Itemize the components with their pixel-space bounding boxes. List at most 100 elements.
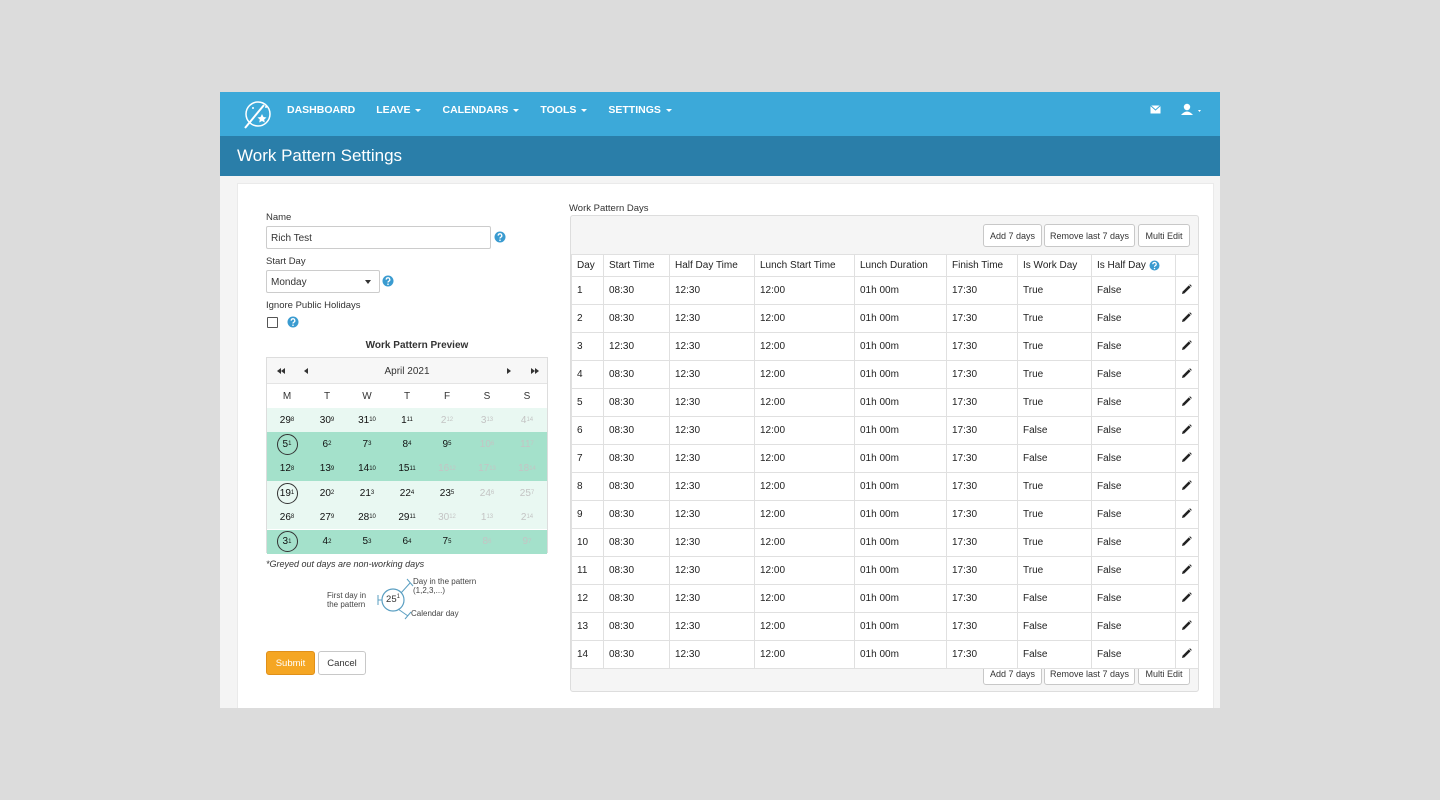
help-icon[interactable] <box>287 316 299 328</box>
calendar-day[interactable]: 3 13 <box>467 408 507 432</box>
calendar-day[interactable]: 14 10 <box>347 457 387 481</box>
submit-button[interactable]: Submit <box>266 651 315 675</box>
calendar-day[interactable]: 10 6 <box>467 432 507 456</box>
nav-item[interactable]: CALENDARS <box>442 104 520 116</box>
pattern-day-row: 3 12:30 12:30 12:00 01h 00m 17:30 True False <box>571 332 1199 361</box>
calendar-day[interactable]: 31 10 <box>347 408 387 432</box>
calendar-day-number: 1 <box>401 414 407 426</box>
calendar-day[interactable]: 1 11 <box>387 408 427 432</box>
nav-item[interactable]: DASHBOARD <box>287 104 355 116</box>
pattern-day-number: 5 <box>448 538 452 545</box>
calendar-day[interactable]: 21 3 <box>347 481 387 505</box>
nav-item[interactable]: LEAVE <box>376 104 422 116</box>
calendar-day[interactable]: 25 7 <box>507 481 547 505</box>
logo[interactable] <box>242 97 274 131</box>
calendar-day[interactable]: 11 7 <box>507 432 547 456</box>
table-cell: 01h 00m <box>854 276 947 305</box>
toolbar-button[interactable]: Remove last 7 days <box>1044 224 1135 247</box>
calendar-day[interactable]: 29 8 <box>267 408 307 432</box>
toolbar-button[interactable]: Add 7 days <box>983 224 1042 247</box>
calendar-day[interactable]: 16 12 <box>427 457 467 481</box>
user-menu[interactable] <box>1181 103 1205 117</box>
pattern-days-table: Day Start Time Half Day Time Lunch Start Ti… <box>571 254 1199 669</box>
calendar-day[interactable]: 13 9 <box>307 457 347 481</box>
start-day-select[interactable]: Monday <box>266 270 380 293</box>
edit-icon[interactable] <box>1181 563 1192 575</box>
calendar-day[interactable]: 30 9 <box>307 408 347 432</box>
edit-icon[interactable] <box>1181 311 1192 323</box>
dropdown-caret <box>513 108 520 112</box>
calendar-day[interactable]: 24 6 <box>467 481 507 505</box>
calendar-day-number: 30 <box>438 511 450 523</box>
calendar-nav-double[interactable] <box>531 368 540 374</box>
table-cell: 17:30 <box>946 416 1018 445</box>
help-icon[interactable] <box>382 275 394 287</box>
name-input[interactable]: Rich Test <box>266 226 491 249</box>
calendar-day[interactable]: 15 11 <box>387 457 427 481</box>
calendar-nav[interactable] <box>304 368 313 374</box>
edit-icon[interactable] <box>1181 423 1192 435</box>
edit-icon[interactable] <box>1181 619 1192 631</box>
pattern-day-number: 3 <box>368 441 372 448</box>
calendar-day[interactable]: 18 14 <box>507 457 547 481</box>
edit-icon[interactable] <box>1181 339 1192 351</box>
help-icon[interactable] <box>1149 260 1160 271</box>
calendar-day[interactable]: 1 13 <box>467 505 507 529</box>
help-icon[interactable] <box>494 231 506 243</box>
calendar-nav-double[interactable] <box>277 368 286 374</box>
calendar-day[interactable]: 29 11 <box>387 505 427 529</box>
calendar-day-number: 8 <box>482 536 489 548</box>
column-header: Finish Time <box>946 254 1018 277</box>
calendar-day[interactable]: 23 5 <box>427 481 467 505</box>
edit-icon[interactable] <box>1181 535 1192 547</box>
page-title: Work Pattern Settings <box>237 146 403 165</box>
nav-item[interactable]: SETTINGS <box>608 104 672 116</box>
column-header-label: Is Work Day <box>1023 260 1078 271</box>
table-cell: True <box>1017 388 1092 417</box>
edit-icon[interactable] <box>1181 395 1192 407</box>
edit-icon[interactable] <box>1181 647 1192 659</box>
calendar-day[interactable]: 27 9 <box>307 505 347 529</box>
nav-item[interactable]: TOOLS <box>540 104 588 116</box>
field-label: Start Day <box>266 256 306 267</box>
calendar-day[interactable]: 17 13 <box>467 457 507 481</box>
calendar-nav[interactable] <box>507 368 516 374</box>
edit-icon[interactable] <box>1181 591 1192 603</box>
calendar-day[interactable]: 28 10 <box>347 505 387 529</box>
table-cell: 12:00 <box>754 556 855 585</box>
edit-icon[interactable] <box>1181 451 1192 463</box>
cancel-button[interactable]: Cancel <box>318 651 366 675</box>
calendar-day[interactable]: 30 12 <box>427 505 467 529</box>
calendar-day[interactable]: 22 4 <box>387 481 427 505</box>
calendar-day[interactable]: 19 1 <box>267 481 307 505</box>
toolbar-button[interactable]: Multi Edit <box>1138 224 1190 247</box>
edit-icon[interactable] <box>1181 283 1192 295</box>
dropdown-caret <box>665 108 672 112</box>
calendar-day[interactable]: 20 2 <box>307 481 347 505</box>
mail-icon[interactable] <box>1150 105 1162 115</box>
ignore-holidays-checkbox[interactable] <box>267 317 278 328</box>
calendar-day[interactable]: 2 14 <box>507 505 547 529</box>
calendar-day[interactable]: 26 8 <box>267 505 307 529</box>
calendar-day-number: 1 <box>480 511 487 523</box>
edit-icon[interactable] <box>1181 367 1192 379</box>
calendar-day[interactable]: 12 8 <box>267 457 307 481</box>
calendar-day[interactable]: 4 14 <box>507 408 547 432</box>
edit-icon[interactable] <box>1181 507 1192 519</box>
calendar-day[interactable]: 2 12 <box>427 408 467 432</box>
edit-icon[interactable] <box>1181 479 1192 491</box>
calendar-day-number: 6 <box>402 536 409 548</box>
calendar-day-number: 2 <box>520 511 527 523</box>
